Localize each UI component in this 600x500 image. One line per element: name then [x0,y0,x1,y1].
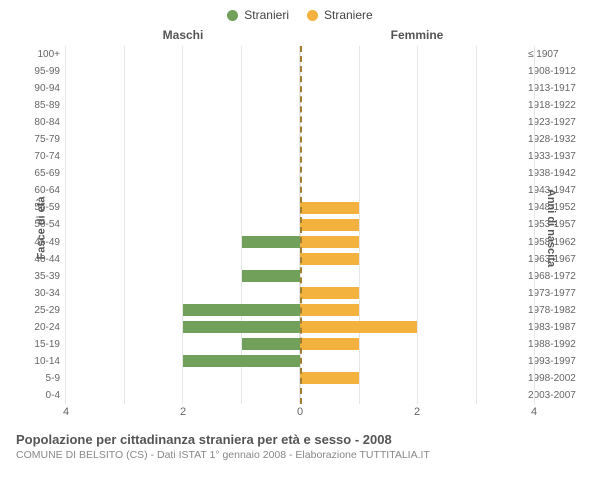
age-label: 25-29 [16,302,64,319]
age-label: 85-89 [16,97,64,114]
legend-item-female: Straniere [307,8,373,22]
age-label: 15-19 [16,336,64,353]
bar-female [300,202,359,214]
x-tick: 2 [414,406,420,418]
age-label: 10-14 [16,353,64,370]
swatch-male [227,10,238,21]
age-label: 50-54 [16,216,64,233]
bar-male [183,304,300,316]
bar-female [300,253,359,265]
column-headers: Maschi Femmine [66,28,534,46]
age-label: 60-64 [16,182,64,199]
x-tick: 4 [63,406,69,418]
x-tick: 0 [297,406,303,418]
age-label: 65-69 [16,165,64,182]
gridline [534,46,535,404]
bar-male [242,236,301,248]
x-tick: 2 [180,406,186,418]
bar-female [300,219,359,231]
age-labels: 100+95-9990-9485-8980-8475-7970-7465-696… [16,46,64,404]
plot-area [66,46,534,404]
age-label: 20-24 [16,319,64,336]
chart-subtitle: COMUNE DI BELSITO (CS) - Dati ISTAT 1° g… [16,449,584,461]
legend-label-male: Stranieri [244,8,289,22]
age-label: 80-84 [16,114,64,131]
age-label: 5-9 [16,370,64,387]
bar-male [242,270,301,282]
age-label: 30-34 [16,285,64,302]
header-male: Maschi [66,28,300,46]
bar-male [183,321,300,333]
bar-female [300,338,359,350]
age-label: 55-59 [16,199,64,216]
age-label: 40-44 [16,251,64,268]
header-female: Femmine [300,28,534,46]
age-label: 45-49 [16,234,64,251]
chart-title: Popolazione per cittadinanza straniera p… [16,432,584,447]
age-label: 90-94 [16,80,64,97]
legend: Stranieri Straniere [12,8,588,22]
bar-female [300,321,417,333]
age-label: 95-99 [16,63,64,80]
bar-female [300,236,359,248]
age-label: 75-79 [16,131,64,148]
swatch-female [307,10,318,21]
bar-female [300,287,359,299]
legend-label-female: Straniere [324,8,373,22]
x-tick: 4 [531,406,537,418]
population-pyramid-chart: Maschi Femmine Fasce di età Anni di nasc… [16,28,584,428]
bar-male [183,355,300,367]
age-label: 100+ [16,46,64,63]
age-label: 0-4 [16,387,64,404]
age-label: 35-39 [16,268,64,285]
age-label: 70-74 [16,148,64,165]
bar-female [300,372,359,384]
bar-male [242,338,301,350]
bar-female [300,304,359,316]
x-axis: 4 2 0 2 4 [66,406,534,422]
center-line [300,46,302,404]
legend-item-male: Stranieri [227,8,289,22]
